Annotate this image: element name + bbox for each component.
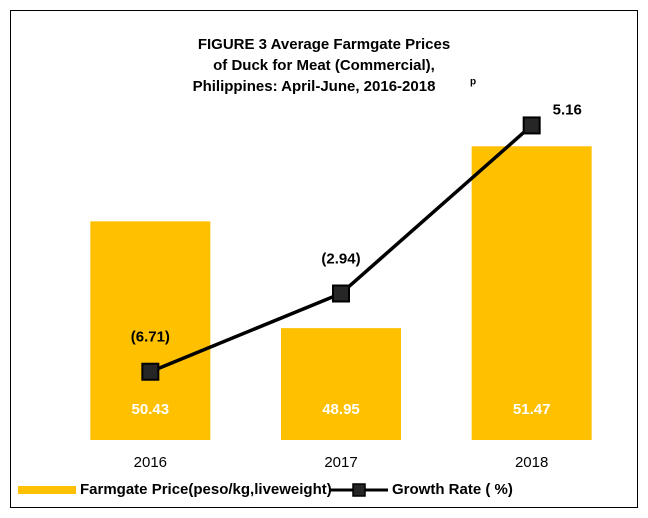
legend-swatch <box>18 486 76 494</box>
bar <box>281 328 401 440</box>
chart-title: Philippines: April-June, 2016-2018 <box>193 78 436 95</box>
legend-swatch <box>352 483 366 497</box>
line-marker <box>522 116 541 135</box>
line-value-label: (2.94) <box>321 250 360 267</box>
line-value-label: (6.71) <box>131 329 170 346</box>
legend-label: Farmgate Price(peso/kg,liveweight) <box>80 481 332 498</box>
line-marker <box>141 362 160 381</box>
bar-value-label: 48.95 <box>322 401 360 418</box>
line-marker <box>332 284 350 303</box>
x-tick-label: 2016 <box>134 454 167 471</box>
bar-value-label: 51.47 <box>513 401 551 418</box>
chart-title: of Duck for Meat (Commercial), <box>213 57 435 74</box>
x-tick-label: 2017 <box>324 454 357 471</box>
line-value-label: 5.16 <box>553 101 582 118</box>
bar-value-label: 50.43 <box>132 401 170 418</box>
chart-title: FIGURE 3 Average Farmgate Prices <box>198 36 450 53</box>
x-tick-label: 2018 <box>515 454 548 471</box>
bar <box>471 146 592 440</box>
bar <box>90 221 211 440</box>
legend-label: Growth Rate ( %) <box>392 481 513 498</box>
title-note: p <box>470 77 476 88</box>
